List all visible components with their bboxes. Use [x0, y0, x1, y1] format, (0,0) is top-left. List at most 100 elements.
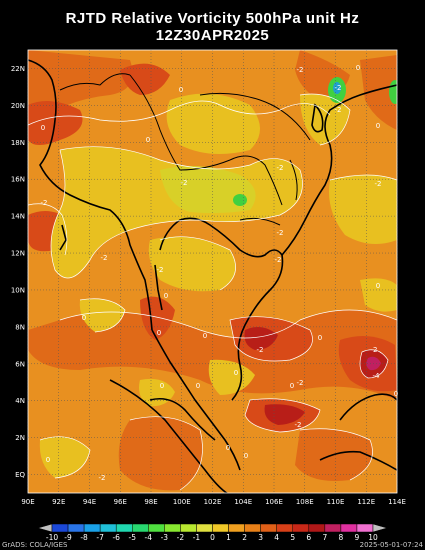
colorbar-tick-label: -5 [129, 533, 137, 542]
contour-value-label: -2 [335, 84, 342, 92]
lat-label: 2N [15, 434, 25, 442]
coast-borneo-south [319, 450, 397, 471]
colorbar-tick-label: -7 [96, 533, 104, 542]
colorbar-min-arrow [37, 523, 53, 533]
plot-frame [27, 49, 398, 494]
footer-credit: GrADS: COLA/IGES [2, 541, 68, 549]
lon-label: 112E [357, 498, 375, 506]
lat-label: 20N [11, 102, 25, 110]
colorbar-tick-label: 0 [210, 533, 215, 542]
colorbar-tick-label: -3 [161, 533, 169, 542]
colorbar-tick-label: -2 [177, 533, 185, 542]
field-orange-sw2 [80, 398, 110, 422]
contour-value-label: -2 [181, 179, 188, 187]
field-green-central [233, 194, 247, 206]
border-laos-vn [199, 92, 311, 141]
colorbar-swatch [228, 523, 245, 533]
coast-sumatra-east [149, 397, 216, 441]
colorbar-swatch [115, 523, 133, 533]
contour-value-label: 0 [244, 452, 248, 460]
field-yellow-gulf [148, 236, 236, 292]
colorbar-tick-label: 2 [242, 533, 247, 542]
colorbar-swatch [260, 523, 277, 533]
contour-0-sw [129, 416, 203, 491]
contour-value-label: -2 [297, 379, 304, 387]
colorbar-swatch [276, 523, 294, 533]
coast-islands-w [154, 264, 163, 311]
field-orange-sw [118, 416, 203, 491]
lat-label: 8N [15, 323, 25, 331]
field-yellow-east [329, 175, 397, 244]
contour-value-label: 0 [164, 292, 168, 300]
colorbar-max-arrow [372, 523, 388, 533]
lat-label: 6N [15, 360, 25, 368]
contour-value-label: 0 [41, 124, 45, 132]
colorbar: -10 -9 -8 -7 -6 -5 -4 -3 -2 -1 0 1 2 3 4 5 6 7 8 9 10 [37, 523, 388, 542]
colorbar-tick-label: -10 [46, 533, 58, 542]
lon-label: 104E [234, 498, 252, 506]
colorbar-tick-label: 3 [258, 533, 263, 542]
field-orange-w2 [28, 156, 60, 200]
lon-label: 106E [265, 498, 283, 506]
colorbar-swatch [292, 523, 310, 533]
contour-m2-south [244, 398, 321, 433]
colorbar-swatch [212, 523, 229, 533]
contour-value-label: -2 [99, 474, 106, 482]
contour-value-label: -2 [371, 346, 378, 354]
field-deep-red-s [264, 404, 305, 425]
coast-vietnam [281, 84, 397, 256]
colorbar-tick-label: -1 [193, 533, 201, 542]
contour-labels: 000-20-2-20-2-20-2-2-200-200 -200-200-2-4… [41, 64, 399, 482]
contour-value-label: -2 [157, 266, 164, 274]
contour-value-label: 0 [376, 122, 380, 130]
colorbar-swatch [164, 523, 181, 533]
lon-label: 110E [327, 498, 345, 506]
chart-datetime: 12Z30APR2025 [155, 27, 270, 44]
field-yellow-north [166, 93, 260, 154]
field-yellow-sw [39, 436, 90, 478]
colorbar-swatch [308, 523, 326, 533]
field-yellow-e2 [360, 278, 397, 312]
colorbar-swatch [244, 523, 261, 533]
contour-m2-gulf [159, 236, 236, 291]
lat-label: 18N [11, 139, 25, 147]
colorbar-swatch [51, 523, 69, 533]
contour-lines [28, 93, 397, 491]
lat-label: 22N [11, 65, 25, 73]
contour-value-label: -2 [335, 106, 342, 114]
colorbar-tick-label: 6 [306, 533, 311, 542]
lat-label: 12N [11, 250, 25, 258]
lat-label: 10N [11, 286, 25, 294]
footer-timestamp: 2025-05-01-07:24 [359, 541, 423, 549]
field-magenta-east [366, 356, 381, 371]
lat-label: 16N [11, 176, 25, 184]
coast-borneo-north [339, 393, 397, 421]
lat-label: 4N [15, 397, 25, 405]
contour-m2-east [329, 174, 397, 181]
contour-0-north [28, 100, 331, 126]
colorbar-tick-label: -9 [64, 533, 72, 542]
lon-label: 98E [144, 498, 157, 506]
field-red-n [120, 63, 170, 95]
lon-label: 114E [388, 498, 406, 506]
lat-label: 14N [11, 213, 25, 221]
lon-label: 94E [83, 498, 96, 506]
colorbar-tick-label: -6 [112, 533, 120, 542]
coast-andaman [59, 224, 67, 251]
field-green-edge [389, 80, 397, 104]
lon-label: 102E [204, 498, 222, 506]
contour-value-label: -2 [295, 421, 302, 429]
contour-0-w [28, 203, 68, 256]
contour-value-label: 0 [318, 334, 322, 342]
colorbar-tick-label: 8 [339, 533, 344, 542]
colorbar-swatch [99, 523, 117, 533]
coast-malay-west [151, 329, 241, 471]
field-red-andaman [140, 296, 175, 340]
colorbar-swatch [148, 523, 165, 533]
contour-value-label: 0 [160, 382, 164, 390]
border-north-1 [59, 73, 131, 91]
contour-value-label: -2 [277, 229, 284, 237]
contour-value-label: 0 [157, 329, 161, 337]
colorbar-swatch [67, 523, 85, 533]
contour-0-bay [79, 298, 126, 333]
